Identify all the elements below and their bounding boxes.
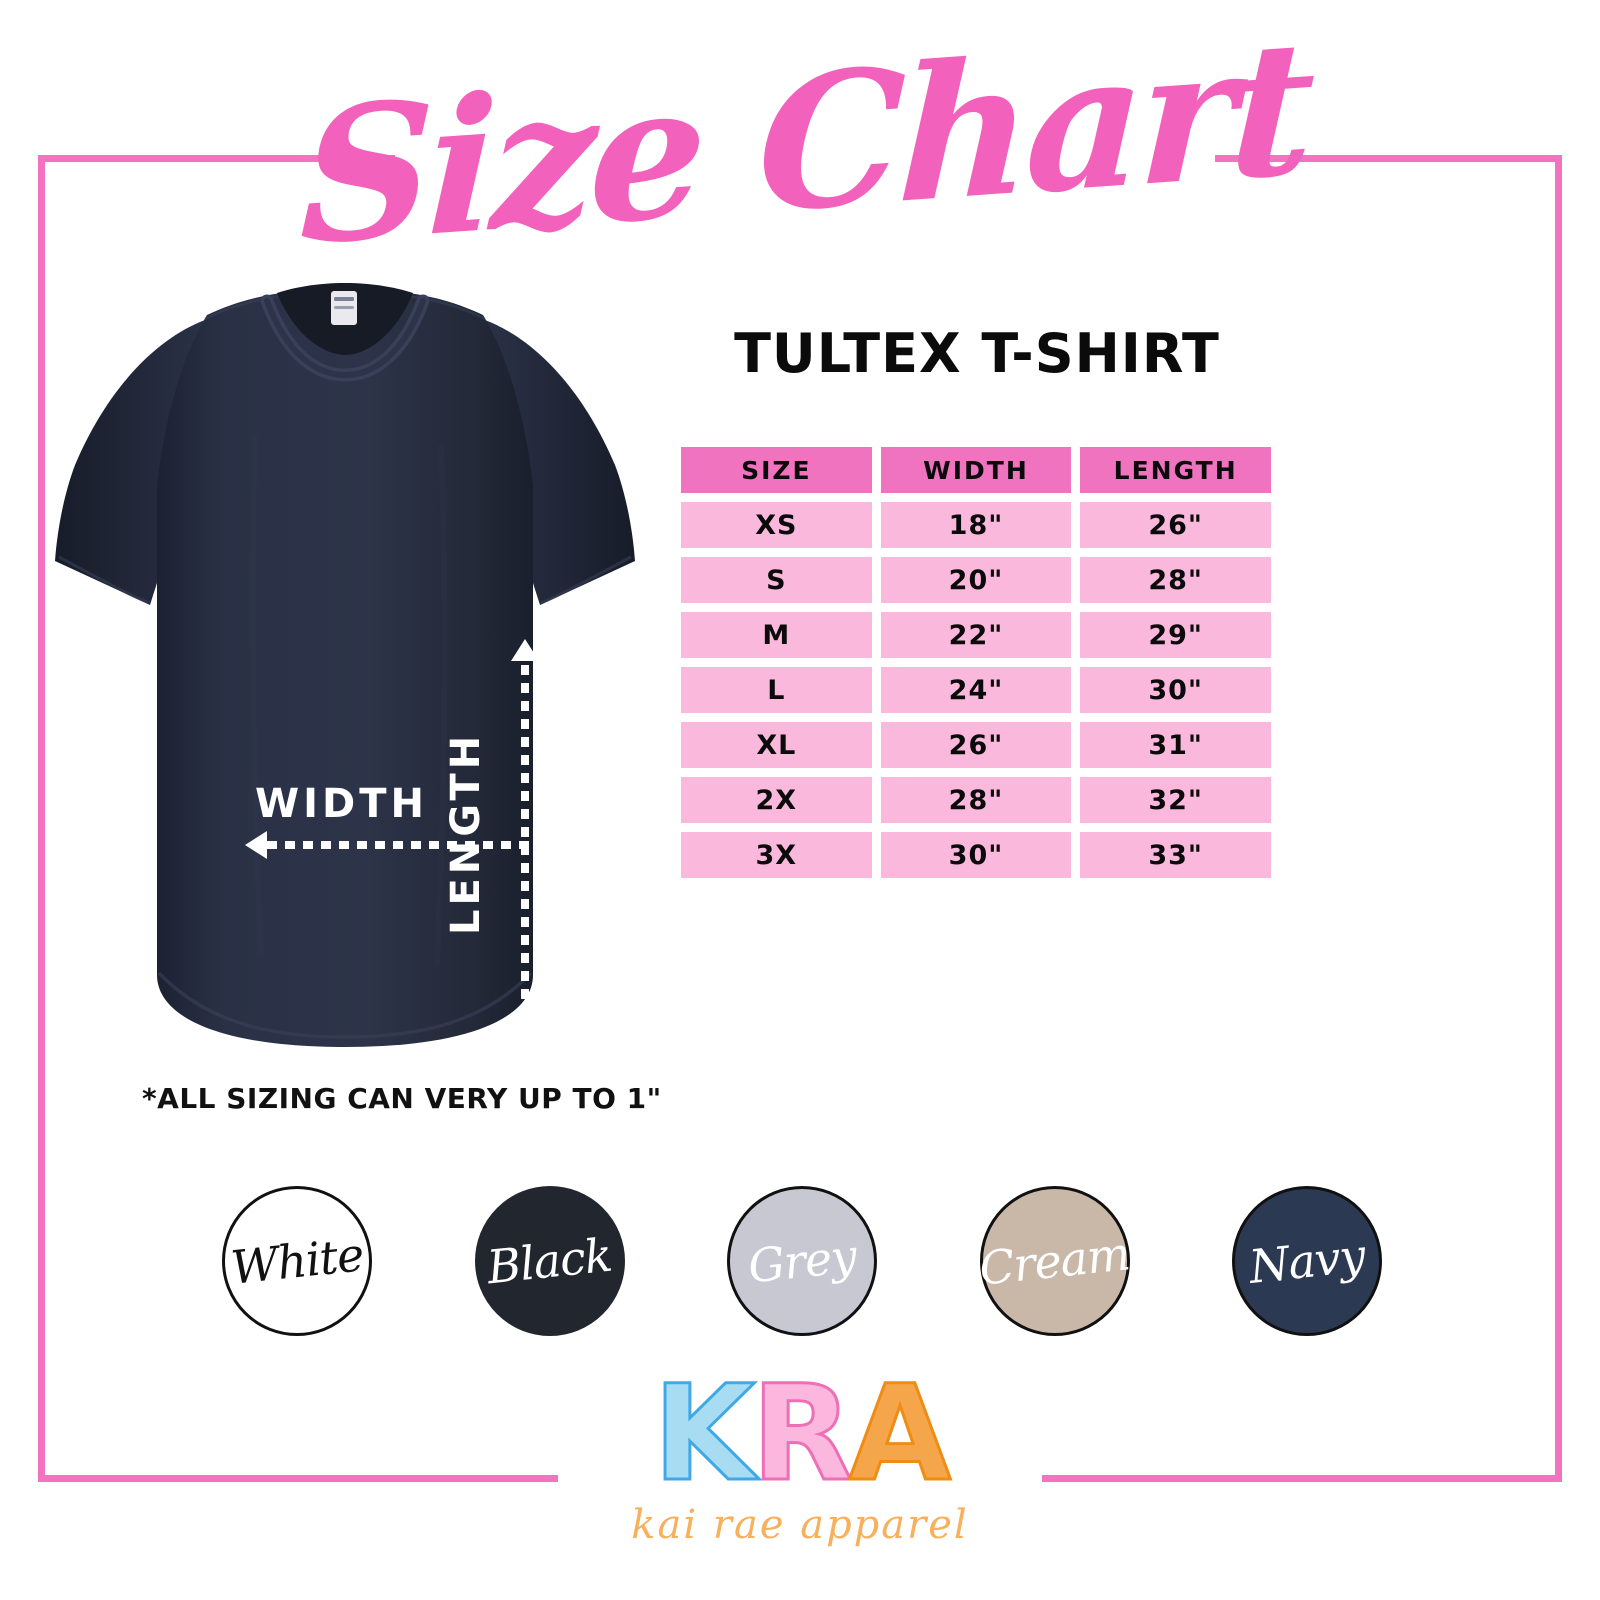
cell-size: 2X [681,777,872,823]
cell-length: 33" [1080,832,1271,878]
cell-size: XL [681,722,872,768]
tshirt-hem [157,971,533,1039]
color-swatch-white[interactable]: White [222,1186,372,1336]
cell-length: 29" [1080,612,1271,658]
cell-length: 30" [1080,667,1271,713]
table-row: M 22" 29" [681,612,1271,658]
product-heading: TULTEX T-SHIRT [734,322,1220,385]
cell-length: 32" [1080,777,1271,823]
cell-length: 31" [1080,722,1271,768]
brand-logo-letter-k: K [651,1357,756,1511]
brand-tagline: kai rae apparel [631,1502,969,1548]
sizing-disclaimer: *ALL SIZING CAN VERY UP TO 1" [142,1082,662,1115]
brand-logo-letter-a: A [847,1357,952,1511]
table-row: XL 26" 31" [681,722,1271,768]
cell-width: 28" [880,777,1072,823]
tshirt-illustration: WIDTH LENGTH [55,275,635,1231]
width-measure-line [267,841,577,849]
column-header-length: LENGTH [1080,447,1271,493]
page-title: Size Chart [297,0,1313,287]
brand-logo-letter-r: R [750,1357,855,1511]
cell-size: XS [681,502,872,548]
table-row: S 20" 28" [681,557,1271,603]
frame-border-top-left [38,155,395,162]
cell-width: 22" [880,612,1072,658]
frame-border-top-right [1215,155,1562,162]
table-row: XS 18" 26" [681,502,1271,548]
color-swatch-label: White [228,1227,366,1295]
width-dimension-label: WIDTH [255,781,428,827]
width-arrow-left-icon [245,831,267,859]
column-header-width: WIDTH [880,447,1072,493]
frame-border-left [38,155,45,1482]
table-row: 3X 30" 33" [681,832,1271,878]
color-swatch-cream[interactable]: Cream [976,1186,1133,1336]
frame-border-right [1555,155,1562,1482]
page-title-container: Size Chart [298,0,1313,287]
column-header-size: SIZE [681,447,872,493]
cell-width: 18" [880,502,1072,548]
length-arrow-up-icon [511,639,539,661]
cell-size: L [681,667,872,713]
tshirt-graphic [55,283,635,1047]
color-swatch-black[interactable]: Black [474,1186,625,1336]
cell-length: 28" [1080,557,1271,603]
cell-size: M [681,612,872,658]
size-chart-table: SIZE WIDTH LENGTH XS 18" 26" S 20" 28" M… [672,438,1280,887]
cell-width: 24" [880,667,1072,713]
brand-logo-letters: KRA [570,1357,1030,1511]
cell-width: 30" [880,832,1072,878]
cell-size: 3X [681,832,872,878]
frame-border-bottom-right [1042,1475,1562,1482]
color-swatch-row: White Black Grey Cream Navy [222,1186,1382,1336]
length-measure-line [521,665,529,1213]
color-swatch-grey[interactable]: Grey [727,1186,877,1336]
cell-size: S [681,557,872,603]
table-row: L 24" 30" [681,667,1271,713]
color-swatch-label: Navy [1246,1228,1368,1294]
cell-width: 20" [880,557,1072,603]
color-swatch-navy[interactable]: Navy [1232,1186,1382,1336]
cell-width: 26" [880,722,1072,768]
table-header-row: SIZE WIDTH LENGTH [681,447,1271,493]
brand-logo: KRA kai rae apparel [570,1357,1030,1583]
frame-border-bottom-left [38,1475,558,1482]
table-row: 2X 28" 32" [681,777,1271,823]
width-arrow-right-icon [577,831,599,859]
color-swatch-label: Grey [745,1228,859,1294]
length-dimension-label: LENGTH [443,731,489,935]
color-swatch-label: Black [484,1227,615,1295]
cell-length: 26" [1080,502,1271,548]
color-swatch-label: Cream [976,1226,1133,1296]
